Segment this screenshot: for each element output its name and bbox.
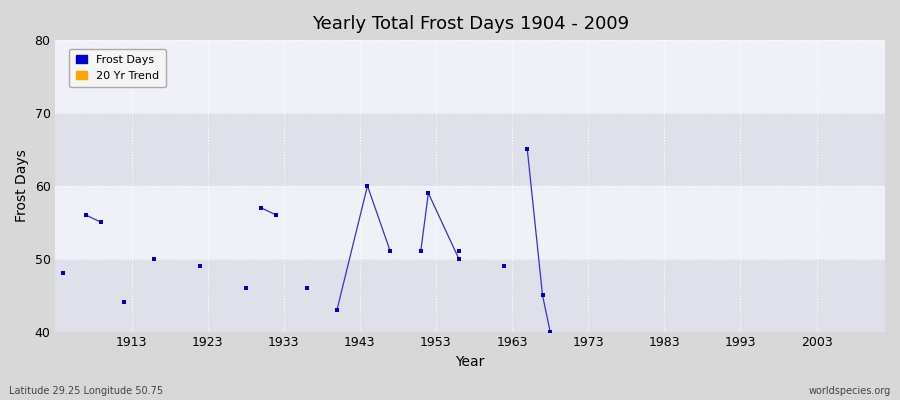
Point — [383, 248, 398, 255]
Point — [94, 219, 108, 226]
Point — [360, 183, 374, 189]
Bar — [56, 259, 885, 332]
Point — [78, 212, 93, 218]
Point — [520, 146, 535, 153]
Point — [269, 212, 284, 218]
Title: Yearly Total Frost Days 1904 - 2009: Yearly Total Frost Days 1904 - 2009 — [311, 15, 629, 33]
Point — [360, 183, 374, 189]
Text: worldspecies.org: worldspecies.org — [809, 386, 891, 396]
Point — [543, 328, 557, 335]
Point — [413, 248, 428, 255]
Bar — [56, 113, 885, 186]
Bar — [56, 40, 885, 113]
Point — [452, 256, 466, 262]
Point — [56, 270, 70, 276]
Point — [193, 263, 207, 269]
Point — [329, 306, 344, 313]
Legend: Frost Days, 20 Yr Trend: Frost Days, 20 Yr Trend — [69, 48, 166, 88]
Point — [269, 212, 284, 218]
Point — [536, 292, 550, 298]
Point — [254, 204, 268, 211]
X-axis label: Year: Year — [455, 355, 485, 369]
Text: Latitude 29.25 Longitude 50.75: Latitude 29.25 Longitude 50.75 — [9, 386, 163, 396]
Point — [421, 190, 436, 196]
Point — [452, 248, 466, 255]
Point — [148, 256, 162, 262]
Point — [536, 292, 550, 298]
Bar — [56, 186, 885, 259]
Y-axis label: Frost Days: Frost Days — [15, 150, 29, 222]
Point — [300, 285, 314, 291]
Point — [498, 263, 512, 269]
Point — [421, 190, 436, 196]
Point — [238, 285, 253, 291]
Point — [117, 299, 131, 306]
